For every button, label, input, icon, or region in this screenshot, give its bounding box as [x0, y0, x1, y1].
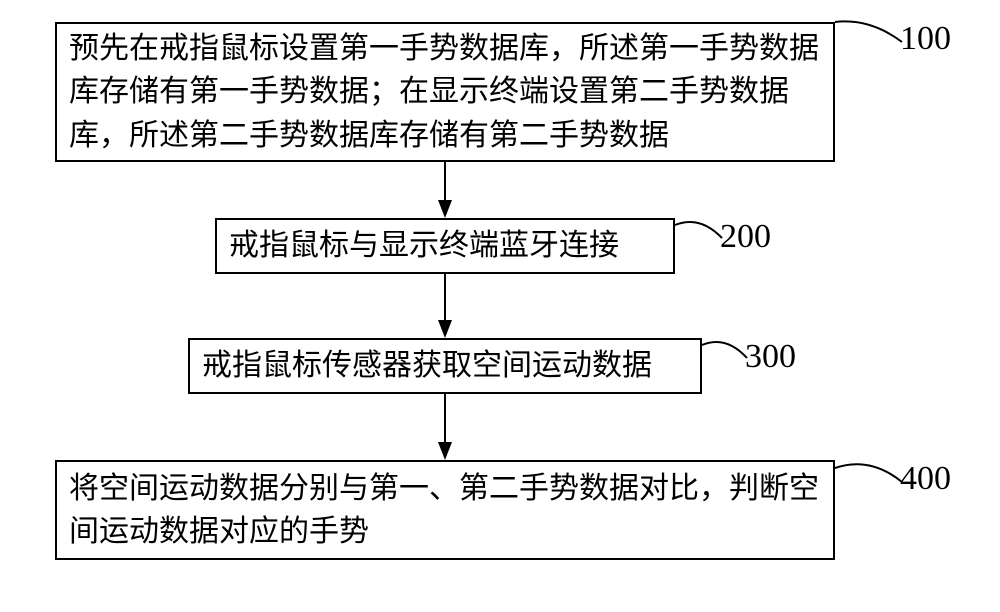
flow-node-400: 将空间运动数据分别与第一、第二手势数据对比，判断空间运动数据对应的手势 — [55, 460, 835, 560]
flow-node-400-text: 将空间运动数据分别与第一、第二手势数据对比，判断空间运动数据对应的手势 — [69, 467, 821, 554]
flow-node-200: 戒指鼠标与显示终端蓝牙连接 — [215, 218, 675, 274]
flow-label-300: 300 — [745, 338, 796, 376]
flow-node-100-text: 预先在戒指鼠标设置第一手势数据库，所述第一手势数据库存储有第一手势数据；在显示终… — [69, 27, 821, 158]
flow-node-100: 预先在戒指鼠标设置第一手势数据库，所述第一手势数据库存储有第一手势数据；在显示终… — [55, 22, 835, 162]
flow-node-300: 戒指鼠标传感器获取空间运动数据 — [188, 338, 702, 394]
flow-label-400: 400 — [900, 460, 951, 498]
flow-node-200-text: 戒指鼠标与显示终端蓝牙连接 — [229, 224, 619, 268]
flow-node-300-text: 戒指鼠标传感器获取空间运动数据 — [202, 344, 652, 388]
flow-label-200: 200 — [720, 218, 771, 256]
flow-label-100: 100 — [900, 20, 951, 58]
flowchart-canvas: 预先在戒指鼠标设置第一手势数据库，所述第一手势数据库存储有第一手势数据；在显示终… — [0, 0, 1000, 612]
